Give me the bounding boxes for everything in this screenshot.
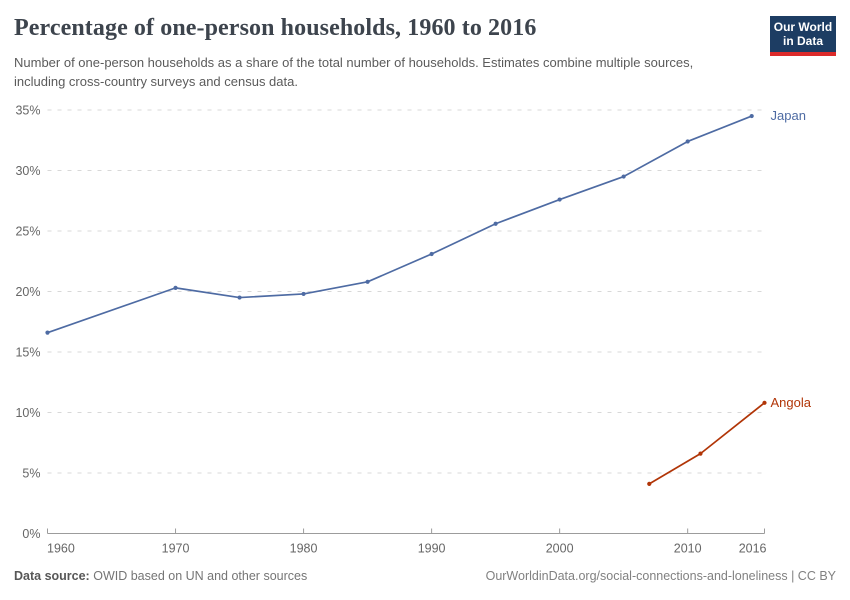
data-point-marker[interactable] — [685, 139, 690, 144]
x-tick-label: 1980 — [290, 542, 318, 556]
angola-line-series[interactable]: Angola — [647, 395, 812, 486]
y-tick-label: 0% — [22, 527, 40, 541]
page-subtitle: Number of one-person households as a sha… — [14, 55, 694, 89]
x-tick-label: 1970 — [162, 542, 190, 556]
japan-line-series[interactable]: Japan — [45, 108, 806, 335]
data-point-marker[interactable] — [237, 295, 242, 300]
x-tick-label: 1960 — [47, 542, 75, 556]
y-tick-label: 35% — [15, 104, 40, 118]
data-point-marker[interactable] — [45, 330, 50, 335]
data-point-marker[interactable] — [493, 221, 498, 226]
x-tick-label: 2010 — [674, 542, 702, 556]
page-title: Percentage of one-person households, 196… — [14, 15, 537, 41]
data-point-marker[interactable] — [429, 251, 434, 257]
data-point-marker[interactable] — [557, 197, 562, 202]
data-point-marker[interactable] — [301, 291, 306, 297]
data-point-marker[interactable] — [647, 481, 652, 486]
y-tick-label: 20% — [15, 285, 40, 299]
owid-logo[interactable]: Our World in Data — [770, 16, 836, 56]
datasource-text: OWID based on UN and other sources — [93, 569, 308, 583]
y-tick-label: 5% — [22, 467, 40, 481]
y-tick-label: 10% — [15, 406, 40, 420]
series-line[interactable] — [47, 115, 753, 334]
x-tick-label: 1990 — [418, 542, 446, 556]
data-point-marker[interactable] — [698, 451, 703, 456]
logo-text-line1: Our World — [773, 20, 833, 34]
series-label-angola: Angola — [771, 395, 812, 410]
data-point-marker[interactable] — [762, 400, 767, 405]
logo-text-line2: in Data — [782, 34, 823, 48]
data-point-marker[interactable] — [173, 285, 178, 290]
datasource-label: Data source: — [14, 569, 90, 583]
data-point-marker[interactable] — [365, 279, 370, 284]
data-point-marker[interactable] — [621, 174, 626, 179]
series-label-japan: Japan — [771, 108, 806, 123]
series-line[interactable] — [648, 402, 766, 485]
y-tick-label: 30% — [15, 164, 40, 178]
data-point-marker[interactable] — [749, 113, 754, 119]
datasource-line: Data source: OWID based on UN and other … — [14, 568, 307, 584]
y-tick-label: 15% — [15, 346, 40, 360]
x-tick-label: 2000 — [546, 542, 574, 556]
y-tick-label: 25% — [15, 225, 40, 239]
citation-link[interactable]: OurWorldinData.org/social-connections-an… — [485, 569, 836, 583]
x-tick-label: 2016 — [739, 542, 767, 556]
chart-footer: Data source: OWID based on UN and other … — [14, 568, 836, 584]
